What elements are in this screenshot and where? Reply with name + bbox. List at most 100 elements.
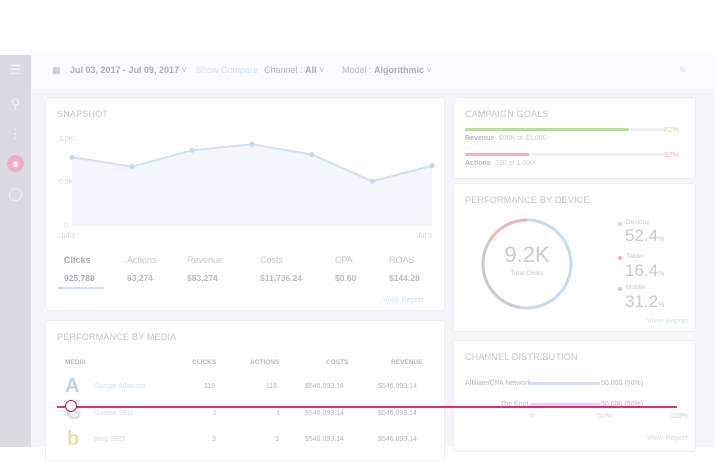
actions-goal-bar bbox=[465, 153, 529, 156]
col-header-clicks[interactable]: CLICKS bbox=[192, 359, 217, 366]
channel-title: CHANNEL DISTRIBUTION bbox=[465, 352, 578, 362]
calendar-icon: ▦ bbox=[52, 65, 61, 75]
x-tick-label: Jul 9 bbox=[417, 233, 432, 240]
chevron-down-icon: ˅ bbox=[181, 65, 187, 75]
actions-cell: 3 bbox=[275, 436, 279, 443]
axis-tick: 100% bbox=[670, 413, 688, 420]
campaign-goals-title: CAMPAIGN GOALS bbox=[465, 109, 549, 119]
total-clicks-value: 9.2K bbox=[504, 242, 550, 267]
mobile-value: 31.2% bbox=[625, 292, 665, 311]
total-clicks-label: Total Clicks bbox=[510, 270, 544, 277]
metric-costs-label[interactable]: Costs bbox=[260, 255, 284, 265]
tablet-label: Tablet bbox=[626, 253, 644, 260]
data-point[interactable] bbox=[129, 164, 135, 170]
metric-revenue-label[interactable]: Revenue bbox=[187, 255, 224, 265]
scrubber-handle[interactable] bbox=[65, 400, 77, 412]
actions-cell: 1 bbox=[276, 410, 280, 417]
actions-goal-label: Actions bbox=[465, 160, 491, 167]
mobile-label: Mobile bbox=[626, 284, 646, 291]
clicks-cell: 3 bbox=[212, 436, 216, 443]
actions-cell: 116 bbox=[266, 383, 278, 390]
channel-bar bbox=[530, 382, 600, 385]
col-header-costs[interactable]: COSTS bbox=[326, 359, 349, 366]
metric-roas-label[interactable]: ROAS bbox=[389, 255, 415, 265]
col-header-media[interactable]: MEDIA bbox=[65, 359, 86, 366]
user-icon[interactable]: ● bbox=[7, 155, 24, 172]
channel-value: 50,000 (50%) bbox=[601, 380, 644, 387]
campaign-goals-card: CAMPAIGN GOALS 82% Revenue $90K of $1,00… bbox=[453, 97, 696, 179]
main-area: ▦ Jul 03, 2017 - Jul 09, 2017 ˅ Show Com… bbox=[31, 55, 715, 462]
google-adwords-logo: A bbox=[65, 375, 80, 397]
area-fill bbox=[72, 144, 432, 226]
network-icon[interactable]: ⋮ bbox=[9, 125, 22, 141]
costs-cell: $546,093.14 bbox=[305, 383, 344, 390]
costs-cell: $546,093.14 bbox=[305, 410, 344, 417]
view-report-link[interactable]: View Report bbox=[647, 433, 688, 442]
chevron-down-icon: ˅ bbox=[319, 65, 325, 75]
revenue-goal-bar bbox=[465, 128, 629, 131]
metric-actions-label[interactable]: Actions bbox=[127, 255, 157, 265]
tablet-value: 16.4% bbox=[625, 261, 665, 280]
revenue-goal-detail: $90K of $1,000 bbox=[499, 135, 547, 142]
clicks-cell: 1 bbox=[213, 410, 217, 417]
channel-bar bbox=[530, 403, 600, 406]
actions-goal-detail: 330 of 1,000 bbox=[495, 160, 534, 167]
metric-revenue-value: $83,274 bbox=[187, 273, 218, 283]
x-tick-label: Jul 3 bbox=[60, 233, 75, 240]
device-card: PERFORMANCE BY DEVICE 9.2K Total Clicks … bbox=[453, 183, 696, 332]
revenue-cell: $546,093.14 bbox=[378, 436, 417, 443]
data-point[interactable] bbox=[429, 163, 435, 169]
metric-cpa-label[interactable]: CPA bbox=[335, 255, 353, 265]
media-name[interactable]: Google Adwords bbox=[94, 383, 146, 390]
snapshot-chart bbox=[69, 141, 435, 226]
snapshot-title: SNAPSHOT bbox=[57, 109, 109, 119]
tablet-legend-dot bbox=[618, 256, 622, 260]
y-tick-label: 0.5K bbox=[59, 179, 74, 186]
data-point[interactable] bbox=[249, 141, 255, 147]
revenue-cell: $546,093.14 bbox=[378, 410, 417, 417]
metric-actions-value: 83,274 bbox=[127, 273, 153, 283]
metric-clicks-value: 925,788 bbox=[64, 273, 95, 283]
metric-roas-value: $144.28 bbox=[389, 273, 420, 283]
actions-goal-track bbox=[465, 153, 665, 156]
snapshot-card: SNAPSHOT 1.0K 0.5K 0 Jul 3 Jul 9 Clicks … bbox=[45, 97, 445, 311]
metric-clicks-label[interactable]: Clicks bbox=[64, 255, 91, 265]
y-tick-label: 0 bbox=[64, 222, 68, 229]
media-name[interactable]: Bing SEO bbox=[94, 436, 125, 443]
axis-tick: 0 bbox=[530, 413, 534, 420]
view-report-link[interactable]: View Report bbox=[383, 295, 424, 304]
desktop-value: 52.4% bbox=[625, 226, 665, 245]
device-donut bbox=[481, 218, 573, 310]
media-card: PERFORMANCE BY MEDIA MEDIA CLICKS ACTION… bbox=[45, 320, 445, 462]
filter-bar: ▦ Jul 03, 2017 - Jul 09, 2017 ˅ Show Com… bbox=[31, 55, 715, 91]
desktop-label: Desktop bbox=[626, 219, 650, 226]
date-range-picker[interactable]: Jul 03, 2017 - Jul 09, 2017 ˅ bbox=[70, 65, 187, 75]
channel-label: The Knot bbox=[500, 401, 529, 408]
sidebar: ☰ ⚲ ⋮ ● ◯ bbox=[0, 55, 31, 447]
bing-logo: b bbox=[67, 428, 80, 450]
col-header-actions[interactable]: ACTIONS bbox=[250, 359, 280, 366]
view-report-link[interactable]: View Report bbox=[647, 316, 688, 325]
scrubber-track[interactable] bbox=[57, 406, 677, 408]
media-name[interactable]: Google SEO bbox=[94, 410, 134, 417]
chat-icon[interactable]: ◯ bbox=[8, 185, 23, 201]
menu-icon[interactable]: ☰ bbox=[9, 61, 22, 77]
revenue-goal-label: Revenue bbox=[465, 135, 495, 142]
search-icon[interactable]: ⚲ bbox=[10, 95, 21, 111]
col-header-revenue[interactable]: REVENUE bbox=[391, 359, 423, 366]
metric-costs-value: $11,736.24 bbox=[260, 273, 303, 283]
data-point[interactable] bbox=[309, 152, 315, 158]
data-point[interactable] bbox=[189, 147, 195, 153]
show-compare-link[interactable]: Show Compare bbox=[196, 65, 259, 75]
costs-cell: $546,093.14 bbox=[305, 436, 344, 443]
channel-label: Affiliate/CPA Network bbox=[465, 380, 531, 387]
revenue-goal-percent: 82% bbox=[664, 125, 680, 134]
edit-icon[interactable]: ✎ bbox=[679, 65, 687, 75]
model-select[interactable]: Model : Algorithmic ˅ bbox=[342, 65, 432, 75]
channel-select[interactable]: Channel : All ˅ bbox=[264, 65, 325, 75]
data-point[interactable] bbox=[69, 154, 75, 160]
data-point[interactable] bbox=[369, 178, 375, 184]
media-title: PERFORMANCE BY MEDIA bbox=[57, 332, 177, 342]
clicks-cell: 116 bbox=[204, 383, 216, 390]
channel-value: 50,000 (50%) bbox=[601, 401, 644, 408]
